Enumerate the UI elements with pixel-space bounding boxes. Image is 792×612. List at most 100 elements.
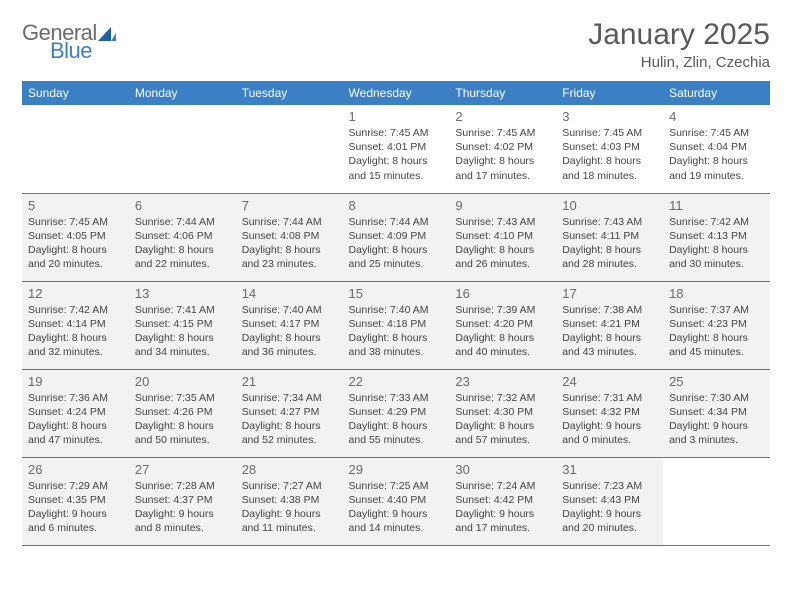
day-info: Sunrise: 7:30 AMSunset: 4:34 PMDaylight:… [669,391,764,448]
sunset-text: Sunset: 4:14 PM [28,317,123,331]
daylight-text: Daylight: 8 hours and 30 minutes. [669,243,764,271]
calendar-cell [22,105,129,193]
day-info: Sunrise: 7:45 AMSunset: 4:04 PMDaylight:… [669,126,764,183]
day-number: 23 [455,374,550,389]
calendar-cell: 18Sunrise: 7:37 AMSunset: 4:23 PMDayligh… [663,281,770,369]
daylight-text: Daylight: 8 hours and 50 minutes. [135,419,230,447]
calendar-cell: 21 Sunrise: 7:34 AMSunset: 4:27 PMDayligh… [236,369,343,457]
sunrise-text: Sunrise: 7:41 AM [135,303,230,317]
day-info: Sunrise: 7:31 AMSunset: 4:32 PMDaylight:… [562,391,657,448]
sunset-text: Sunset: 4:08 PM [242,229,337,243]
daylight-text: Daylight: 8 hours and 34 minutes. [135,331,230,359]
sunset-text: Sunset: 4:27 PM [242,405,337,419]
calendar-cell: 14 Sunrise: 7:40 AMSunset: 4:17 PMDayligh… [236,281,343,369]
calendar-cell: 9Sunrise: 7:43 AMSunset: 4:10 PMDaylight… [449,193,556,281]
day-number: 16 [455,286,550,301]
header-thursday: Thursday [449,81,556,105]
day-number: 3 [562,109,657,124]
day-info: Sunrise: 7:45 AMSunset: 4:02 PMDaylight:… [455,126,550,183]
sunrise-text: Sunrise: 7:37 AM [669,303,764,317]
daylight-text: Daylight: 8 hours and 19 minutes. [669,154,764,182]
sunset-text: Sunset: 4:37 PM [135,493,230,507]
sunset-text: Sunset: 4:13 PM [669,229,764,243]
day-info: Sunrise: 7:45 AMSunset: 4:03 PMDaylight:… [562,126,657,183]
calendar-cell: 27 Sunrise: 7:28 AMSunset: 4:37 PMDayligh… [129,457,236,545]
sunrise-text: Sunrise: 7:45 AM [28,215,123,229]
sunrise-text: Sunrise: 7:40 AM [242,303,337,317]
day-info: Sunrise: 7:42 AMSunset: 4:14 PMDaylight:… [28,303,123,360]
day-number: 31 [562,462,657,477]
header-friday: Friday [556,81,663,105]
day-number: 9 [455,198,550,213]
calendar-cell: 15Sunrise: 7:40 AMSunset: 4:18 PMDayligh… [343,281,450,369]
day-number: 18 [669,286,764,301]
calendar-cell: 22Sunrise: 7:33 AMSunset: 4:29 PMDayligh… [343,369,450,457]
sunset-text: Sunset: 4:02 PM [455,140,550,154]
sunset-text: Sunset: 4:34 PM [669,405,764,419]
day-info: Sunrise: 7:40 AMSunset: 4:18 PMDaylight:… [349,303,444,360]
daylight-text: Daylight: 8 hours and 55 minutes. [349,419,444,447]
day-number: 14 [242,286,337,301]
day-number: 22 [349,374,444,389]
sunset-text: Sunset: 4:30 PM [455,405,550,419]
sunrise-text: Sunrise: 7:43 AM [562,215,657,229]
sunset-text: Sunset: 4:15 PM [135,317,230,331]
calendar-cell: 26Sunrise: 7:29 AMSunset: 4:35 PMDayligh… [22,457,129,545]
sunset-text: Sunset: 4:38 PM [242,493,337,507]
calendar-cell: 31 Sunrise: 7:23 AMSunset: 4:43 PMDayligh… [556,457,663,545]
sunrise-text: Sunrise: 7:24 AM [455,479,550,493]
sunrise-text: Sunrise: 7:38 AM [562,303,657,317]
sunset-text: Sunset: 4:26 PM [135,405,230,419]
sunset-text: Sunset: 4:17 PM [242,317,337,331]
daylight-text: Daylight: 8 hours and 52 minutes. [242,419,337,447]
sunrise-text: Sunrise: 7:28 AM [135,479,230,493]
logo: GeneralBlue [22,18,116,62]
daylight-text: Daylight: 8 hours and 40 minutes. [455,331,550,359]
day-info: Sunrise: 7:36 AMSunset: 4:24 PMDaylight:… [28,391,123,448]
day-number: 5 [28,198,123,213]
daylight-text: Daylight: 9 hours and 6 minutes. [28,507,123,535]
daylight-text: Daylight: 8 hours and 36 minutes. [242,331,337,359]
day-info: Sunrise: 7:40 AMSunset: 4:17 PMDaylight:… [242,303,337,360]
day-info: Sunrise: 7:39 AMSunset: 4:20 PMDaylight:… [455,303,550,360]
sunrise-text: Sunrise: 7:44 AM [349,215,444,229]
day-info: Sunrise: 7:25 AMSunset: 4:40 PMDaylight:… [349,479,444,536]
day-number: 27 [135,462,230,477]
calendar-cell: 28Sunrise: 7:27 AMSunset: 4:38 PMDayligh… [236,457,343,545]
daylight-text: Daylight: 8 hours and 26 minutes. [455,243,550,271]
day-info: Sunrise: 7:28 AMSunset: 4:37 PMDaylight:… [135,479,230,536]
sunrise-text: Sunrise: 7:45 AM [562,126,657,140]
day-number: 11 [669,198,764,213]
calendar-body: 1Sunrise: 7:45 AMSunset: 4:01 PMDaylight… [22,105,770,545]
sunset-text: Sunset: 4:21 PM [562,317,657,331]
day-info: Sunrise: 7:24 AMSunset: 4:42 PMDaylight:… [455,479,550,536]
header-tuesday: Tuesday [236,81,343,105]
sunrise-text: Sunrise: 7:34 AM [242,391,337,405]
calendar-cell: 7Sunrise: 7:44 AMSunset: 4:08 PMDaylight… [236,193,343,281]
sunrise-text: Sunrise: 7:40 AM [349,303,444,317]
calendar-cell: 8Sunrise: 7:44 AMSunset: 4:09 PMDaylight… [343,193,450,281]
day-info: Sunrise: 7:43 AMSunset: 4:11 PMDaylight:… [562,215,657,272]
calendar-table: Sunday Monday Tuesday Wednesday Thursday… [22,81,770,546]
calendar-cell: 17Sunrise: 7:38 AMSunset: 4:21 PMDayligh… [556,281,663,369]
sunset-text: Sunset: 4:11 PM [562,229,657,243]
sunset-text: Sunset: 4:05 PM [28,229,123,243]
calendar-cell [663,457,770,545]
sunset-text: Sunset: 4:23 PM [669,317,764,331]
sunrise-text: Sunrise: 7:36 AM [28,391,123,405]
calendar-cell: 29Sunrise: 7:25 AMSunset: 4:40 PMDayligh… [343,457,450,545]
day-number: 30 [455,462,550,477]
header-monday: Monday [129,81,236,105]
header-row: Sunday Monday Tuesday Wednesday Thursday… [22,81,770,105]
day-info: Sunrise: 7:29 AMSunset: 4:35 PMDaylight:… [28,479,123,536]
calendar-cell: 2Sunrise: 7:45 AMSunset: 4:02 PMDaylight… [449,105,556,193]
day-info: Sunrise: 7:44 AMSunset: 4:06 PMDaylight:… [135,215,230,272]
day-number: 21 [242,374,337,389]
day-info: Sunrise: 7:45 AMSunset: 4:01 PMDaylight:… [349,126,444,183]
day-info: Sunrise: 7:45 AMSunset: 4:05 PMDaylight:… [28,215,123,272]
calendar-cell: 6Sunrise: 7:44 AMSunset: 4:06 PMDaylight… [129,193,236,281]
day-info: Sunrise: 7:23 AMSunset: 4:43 PMDaylight:… [562,479,657,536]
calendar-cell [236,105,343,193]
calendar-cell [129,105,236,193]
day-info: Sunrise: 7:41 AMSunset: 4:15 PMDaylight:… [135,303,230,360]
